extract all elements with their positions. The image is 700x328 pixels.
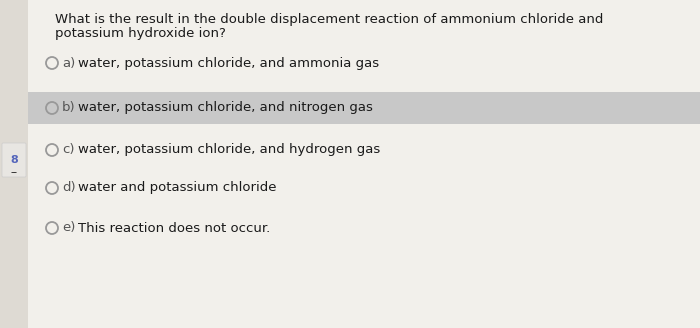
Text: 8: 8 (10, 155, 18, 165)
Text: a): a) (62, 56, 76, 70)
Text: --: -- (10, 167, 18, 177)
Text: water and potassium chloride: water and potassium chloride (78, 181, 276, 195)
FancyBboxPatch shape (2, 143, 26, 177)
Text: d): d) (62, 181, 76, 195)
Text: water, potassium chloride, and hydrogen gas: water, potassium chloride, and hydrogen … (78, 144, 380, 156)
Text: c): c) (62, 144, 74, 156)
Text: What is the result in the double displacement reaction of ammonium chloride and: What is the result in the double displac… (55, 13, 603, 27)
Text: e): e) (62, 221, 76, 235)
Text: b): b) (62, 101, 76, 114)
Text: water, potassium chloride, and ammonia gas: water, potassium chloride, and ammonia g… (78, 56, 379, 70)
FancyBboxPatch shape (0, 0, 28, 328)
Text: This reaction does not occur.: This reaction does not occur. (78, 221, 270, 235)
FancyBboxPatch shape (28, 92, 700, 124)
FancyBboxPatch shape (28, 0, 700, 328)
Text: water, potassium chloride, and nitrogen gas: water, potassium chloride, and nitrogen … (78, 101, 373, 114)
Text: potassium hydroxide ion?: potassium hydroxide ion? (55, 28, 226, 40)
